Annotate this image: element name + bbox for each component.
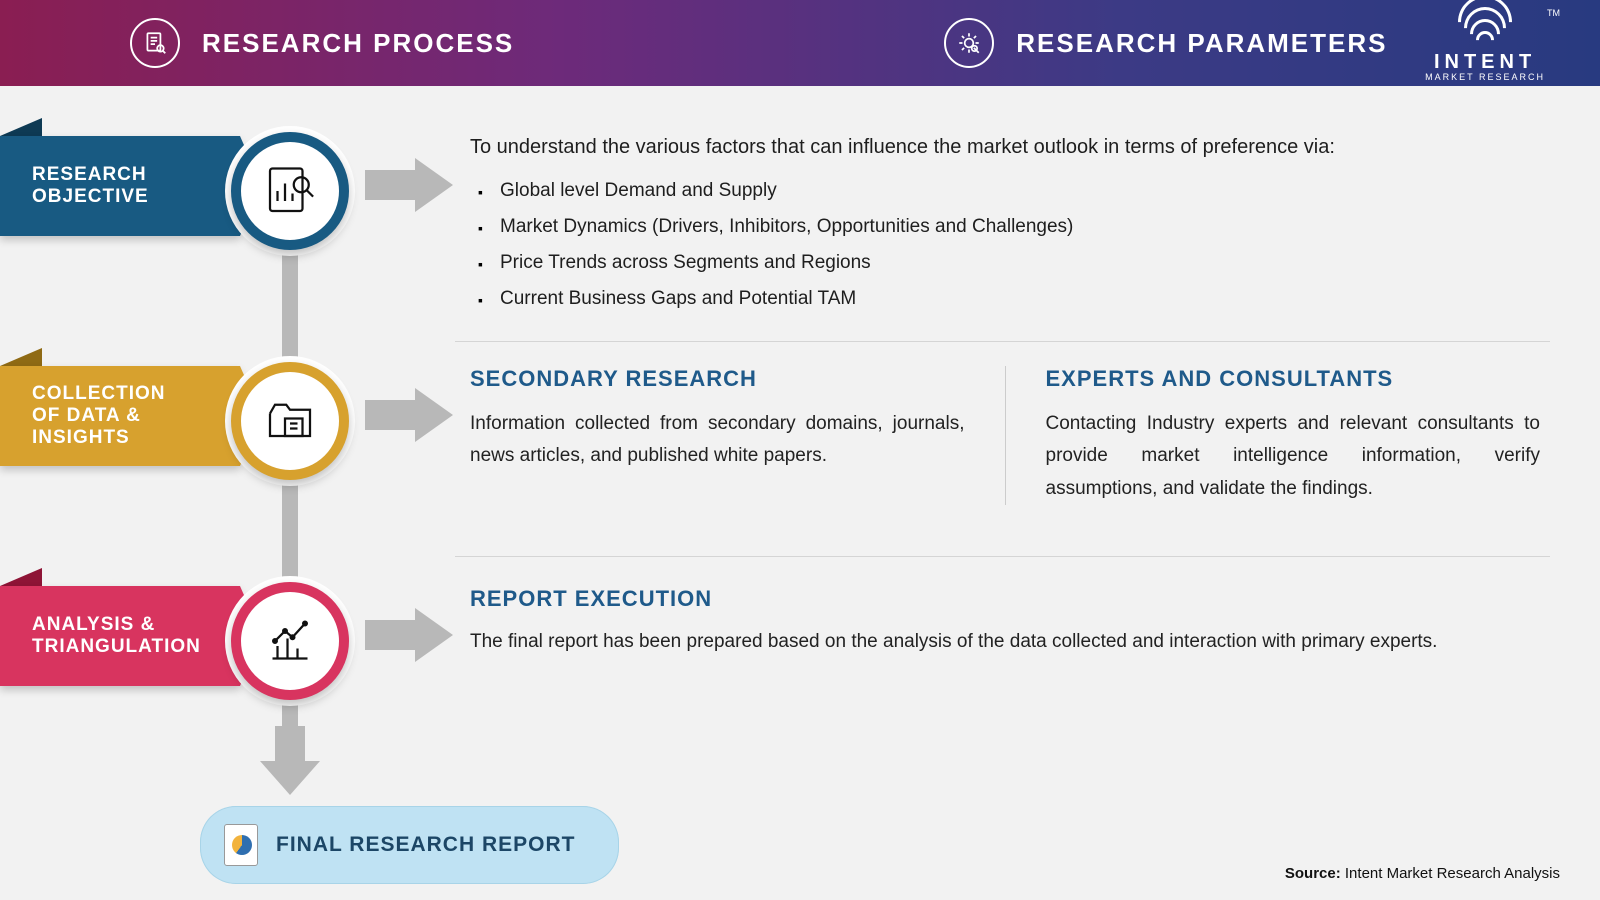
bullet: Current Business Gaps and Potential TAM	[500, 281, 1540, 317]
stage-analysis: ANALYSIS & TRIANGULATION REPORT EXECUTIO…	[0, 586, 1600, 686]
stage-collection: COLLECTION OF DATA & INSIGHTS SECONDARY …	[0, 366, 1600, 466]
banner-fold	[0, 118, 42, 136]
stage-analysis-circle	[225, 576, 355, 706]
stage-collection-label: COLLECTION OF DATA & INSIGHTS	[32, 383, 190, 449]
stage-objective-content: To understand the various factors that c…	[470, 136, 1540, 317]
arrow-down	[260, 726, 320, 796]
experts-text: Contacting Industry experts and relevant…	[1046, 408, 1541, 505]
secondary-research-col: SECONDARY RESEARCH Information collected…	[470, 366, 1005, 505]
logo-arcs-icon	[1455, 10, 1515, 50]
source-credit: Source: Intent Market Research Analysis	[1285, 865, 1560, 882]
logo-tm: TM	[1547, 8, 1560, 18]
brand-logo: INTENT MARKET RESEARCH TM	[1425, 10, 1545, 82]
divider-2	[455, 556, 1550, 557]
stage-collection-content: SECONDARY RESEARCH Information collected…	[470, 366, 1540, 505]
arrow-right	[365, 608, 455, 663]
chart-icon	[260, 611, 320, 671]
stage-objective-banner: RESEARCH OBJECTIVE	[0, 136, 240, 236]
bullet: Price Trends across Segments and Regions	[500, 245, 1540, 281]
diagram-canvas: RESEARCH OBJECTIVE To understand the var…	[0, 86, 1600, 900]
folder-icon	[260, 391, 320, 451]
stage-collection-circle	[225, 356, 355, 486]
stage-objective: RESEARCH OBJECTIVE To understand the var…	[0, 136, 1600, 236]
secondary-research-title: SECONDARY RESEARCH	[470, 366, 965, 392]
arrow-right	[365, 388, 455, 443]
logo-text-1: INTENT	[1425, 52, 1545, 72]
stage-objective-label: RESEARCH OBJECTIVE	[32, 164, 190, 208]
final-report-bubble: FINAL RESEARCH REPORT	[200, 806, 619, 884]
research-parameters-icon	[944, 18, 994, 68]
stage-analysis-label: ANALYSIS & TRIANGULATION	[32, 614, 201, 658]
header-left: RESEARCH PROCESS	[130, 18, 514, 68]
report-icon	[260, 161, 320, 221]
stage-collection-banner: COLLECTION OF DATA & INSIGHTS	[0, 366, 240, 466]
secondary-research-text: Information collected from secondary dom…	[470, 408, 965, 473]
stage-objective-circle	[225, 126, 355, 256]
bullet: Global level Demand and Supply	[500, 173, 1540, 209]
bullet: Market Dynamics (Drivers, Inhibitors, Op…	[500, 209, 1540, 245]
experts-title: EXPERTS AND CONSULTANTS	[1046, 366, 1541, 392]
objective-bullets: Global level Demand and Supply Market Dy…	[470, 173, 1540, 317]
stage-analysis-content: REPORT EXECUTION The final report has be…	[470, 586, 1540, 658]
stage-analysis-banner: ANALYSIS & TRIANGULATION	[0, 586, 240, 686]
logo-text-2: MARKET RESEARCH	[1425, 72, 1545, 82]
report-execution-title: REPORT EXECUTION	[470, 586, 1540, 612]
source-label: Source:	[1285, 865, 1341, 882]
research-process-icon	[130, 18, 180, 68]
source-value: Intent Market Research Analysis	[1345, 865, 1560, 882]
header-right-title: RESEARCH PARAMETERS	[1016, 28, 1387, 59]
doc-pie-icon	[224, 824, 258, 866]
banner-fold	[0, 568, 42, 586]
header-right: RESEARCH PARAMETERS	[944, 18, 1387, 68]
experts-col: EXPERTS AND CONSULTANTS Contacting Indus…	[1005, 366, 1541, 505]
final-report-label: FINAL RESEARCH REPORT	[276, 833, 575, 857]
arrow-right	[365, 158, 455, 213]
header-left-title: RESEARCH PROCESS	[202, 28, 514, 59]
divider-1	[455, 341, 1550, 342]
objective-intro: To understand the various factors that c…	[470, 136, 1540, 159]
banner-fold	[0, 348, 42, 366]
report-execution-text: The final report has been prepared based…	[470, 626, 1540, 658]
header-bar: RESEARCH PROCESS RESEARCH PARAMETERS INT…	[0, 0, 1600, 86]
